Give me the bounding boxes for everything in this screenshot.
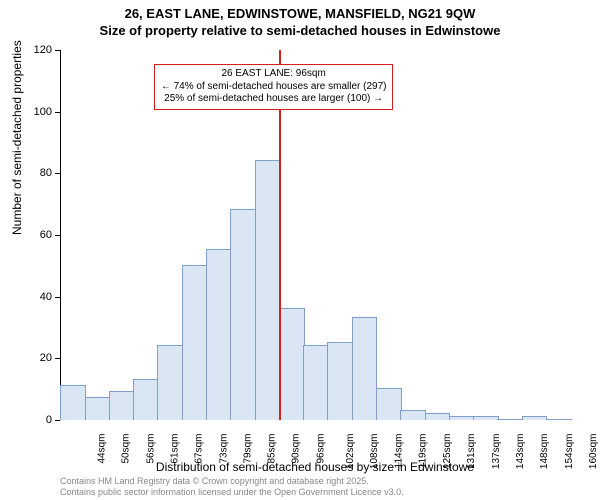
histogram-bar — [376, 388, 402, 420]
x-tick-label: 61sqm — [170, 434, 181, 464]
x-tick-label: 73sqm — [218, 434, 229, 464]
histogram-bar — [255, 160, 281, 420]
annotation-line1: 26 EAST LANE: 96sqm — [161, 68, 387, 81]
plot-area: 26 EAST LANE: 96sqm← 74% of semi-detache… — [60, 50, 570, 420]
histogram-bar — [303, 345, 329, 420]
x-tick-label: 44sqm — [97, 434, 108, 464]
y-tick-label: 40 — [40, 291, 52, 303]
histogram-bar — [352, 317, 378, 420]
histogram-bar — [230, 209, 256, 420]
histogram-bar — [157, 345, 183, 420]
x-tick-label: 90sqm — [291, 434, 302, 464]
histogram-bar — [327, 342, 353, 420]
x-axis-label: Distribution of semi-detached houses by … — [60, 460, 570, 474]
y-axis: 020406080100120 — [0, 50, 60, 420]
x-tick-label: 56sqm — [145, 434, 156, 464]
chart-title-line2: Size of property relative to semi-detach… — [0, 23, 600, 40]
annotation-line2: ← 74% of semi-detached houses are smalle… — [161, 81, 387, 94]
footer-line2: Contains public sector information licen… — [60, 487, 404, 498]
x-tick-label: 85sqm — [267, 434, 278, 464]
histogram-bar — [60, 385, 86, 420]
footer-line1: Contains HM Land Registry data © Crown c… — [60, 476, 404, 487]
y-axis-line — [60, 50, 61, 420]
footer-attribution: Contains HM Land Registry data © Crown c… — [60, 476, 404, 498]
y-tick-label: 0 — [46, 414, 52, 426]
y-tick-label: 20 — [40, 352, 52, 364]
histogram-bar — [279, 308, 305, 420]
y-tick-label: 60 — [40, 229, 52, 241]
chart-title-line1: 26, EAST LANE, EDWINSTOWE, MANSFIELD, NG… — [0, 0, 600, 23]
y-tick-label: 80 — [40, 167, 52, 179]
histogram-bar — [109, 391, 135, 420]
annotation-line3: 25% of semi-detached houses are larger (… — [161, 93, 387, 106]
annotation-box: 26 EAST LANE: 96sqm← 74% of semi-detache… — [154, 64, 394, 110]
chart-container: 26, EAST LANE, EDWINSTOWE, MANSFIELD, NG… — [0, 0, 600, 500]
x-tick-label: 79sqm — [242, 434, 253, 464]
x-axis: 44sqm50sqm56sqm61sqm67sqm73sqm79sqm85sqm… — [60, 420, 570, 460]
x-tick-label: 50sqm — [121, 434, 132, 464]
histogram-bar — [85, 397, 111, 420]
histogram-bar — [400, 410, 426, 420]
histogram-bar — [133, 379, 159, 420]
histogram-bar — [182, 265, 208, 420]
histogram-bar — [206, 249, 232, 420]
y-tick-label: 120 — [34, 44, 52, 56]
y-tick-label: 100 — [34, 106, 52, 118]
histogram-bar — [425, 413, 451, 420]
x-tick-label: 67sqm — [194, 434, 205, 464]
x-tick-label: 96sqm — [315, 434, 326, 464]
x-tick-label: 160sqm — [588, 434, 599, 470]
